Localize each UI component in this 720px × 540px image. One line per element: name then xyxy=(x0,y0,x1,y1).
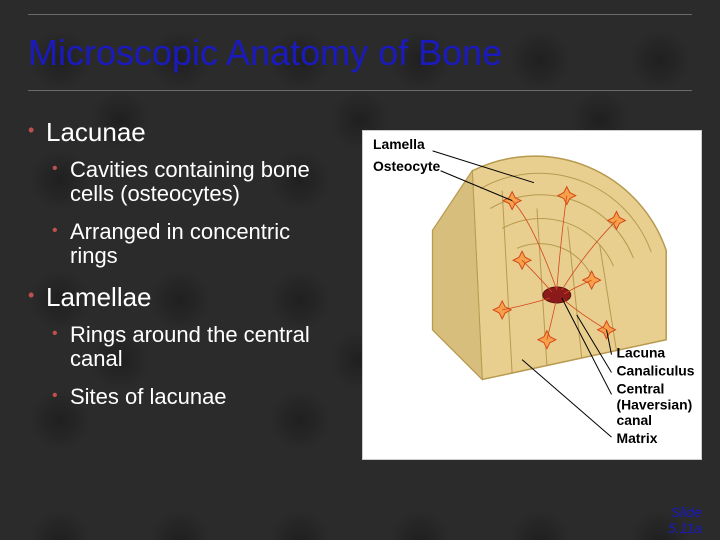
figure-label-lacuna: Lacuna xyxy=(616,345,665,361)
bullet-l2-lacunae-2: Arranged in concentric rings xyxy=(52,220,338,268)
figure-label-central-3: canal xyxy=(616,412,652,428)
divider-top xyxy=(28,14,692,15)
bone-diagram: Lamella Osteocyte Lacuna Canaliculus Cen… xyxy=(362,130,702,460)
figure-label-lamella: Lamella xyxy=(373,136,425,152)
figure-label-canaliculus: Canaliculus xyxy=(616,363,694,379)
page-title: Microscopic Anatomy of Bone xyxy=(28,32,502,74)
divider-under-title xyxy=(28,90,692,91)
bullet-l2-lamellae-1: Rings around the central canal xyxy=(52,323,338,371)
bullet-l2-lamellae-2: Sites of lacunae xyxy=(52,385,338,409)
figure-label-central-2: (Haversian) xyxy=(616,396,692,412)
figure-label-osteocyte: Osteocyte xyxy=(373,158,441,174)
slide-number-line1: Slide xyxy=(668,505,702,520)
bullet-list: Lacunae Cavities containing bone cells (… xyxy=(28,110,338,423)
figure-label-matrix: Matrix xyxy=(616,430,657,446)
bullet-l1-lamellae: Lamellae xyxy=(28,283,338,313)
slide-number: Slide 5.11a xyxy=(668,505,702,536)
figure-label-central-1: Central xyxy=(616,380,664,396)
bullet-l2-lacunae-1: Cavities containing bone cells (osteocyt… xyxy=(52,158,338,206)
bullet-l1-lacunae: Lacunae xyxy=(28,118,338,148)
slide-number-line2: 5.11a xyxy=(668,521,702,536)
